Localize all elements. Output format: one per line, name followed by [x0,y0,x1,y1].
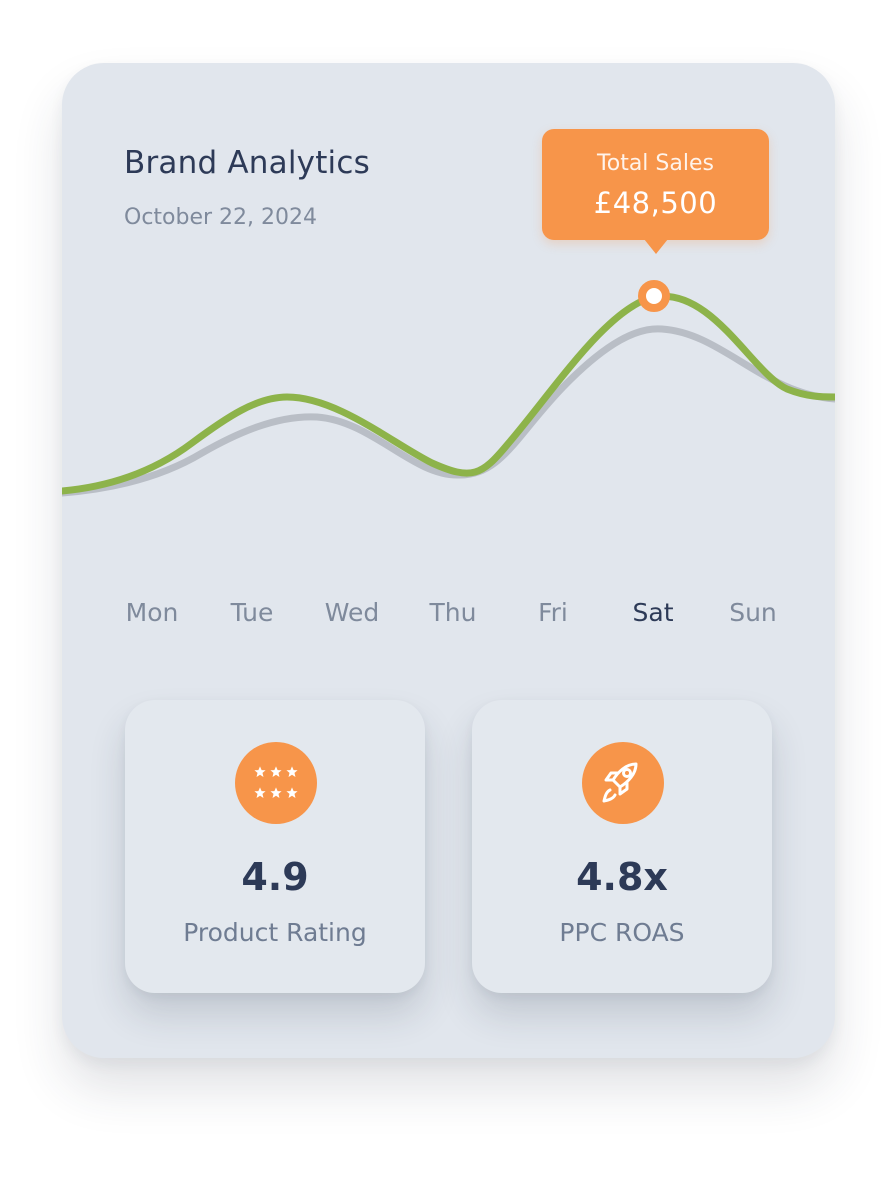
sales-line [62,292,835,495]
product-rating-card[interactable]: 4.9 Product Rating [125,700,425,993]
day-label-mon[interactable]: Mon [125,598,179,627]
analytics-card: Brand Analytics October 22, 2024 Total S… [62,63,835,1058]
day-label-thu[interactable]: Thu [429,598,477,627]
day-label-fri[interactable]: Fri [538,598,568,627]
day-label-sat[interactable]: Sat [632,598,674,627]
total-sales-tooltip: Total Sales £48,500 [542,129,769,254]
tooltip-label: Total Sales [597,151,714,176]
stars-icon [235,742,317,824]
rocket-icon [582,742,664,824]
day-axis: Mon Tue Wed Thu Fri Sat Sun [62,598,835,638]
ppc-roas-value: 4.8x [576,855,668,899]
report-date: October 22, 2024 [124,205,318,230]
tooltip-value: £48,500 [593,186,718,220]
page-title: Brand Analytics [124,145,370,181]
product-rating-label: Product Rating [183,918,367,947]
peak-marker[interactable] [638,280,670,312]
product-rating-value: 4.9 [241,855,309,899]
sales-line-chart [62,280,835,497]
day-label-wed[interactable]: Wed [324,598,380,627]
day-label-tue[interactable]: Tue [230,598,274,627]
ppc-roas-label: PPC ROAS [559,918,685,947]
ppc-roas-card[interactable]: 4.8x PPC ROAS [472,700,772,993]
day-label-sun[interactable]: Sun [729,598,777,627]
